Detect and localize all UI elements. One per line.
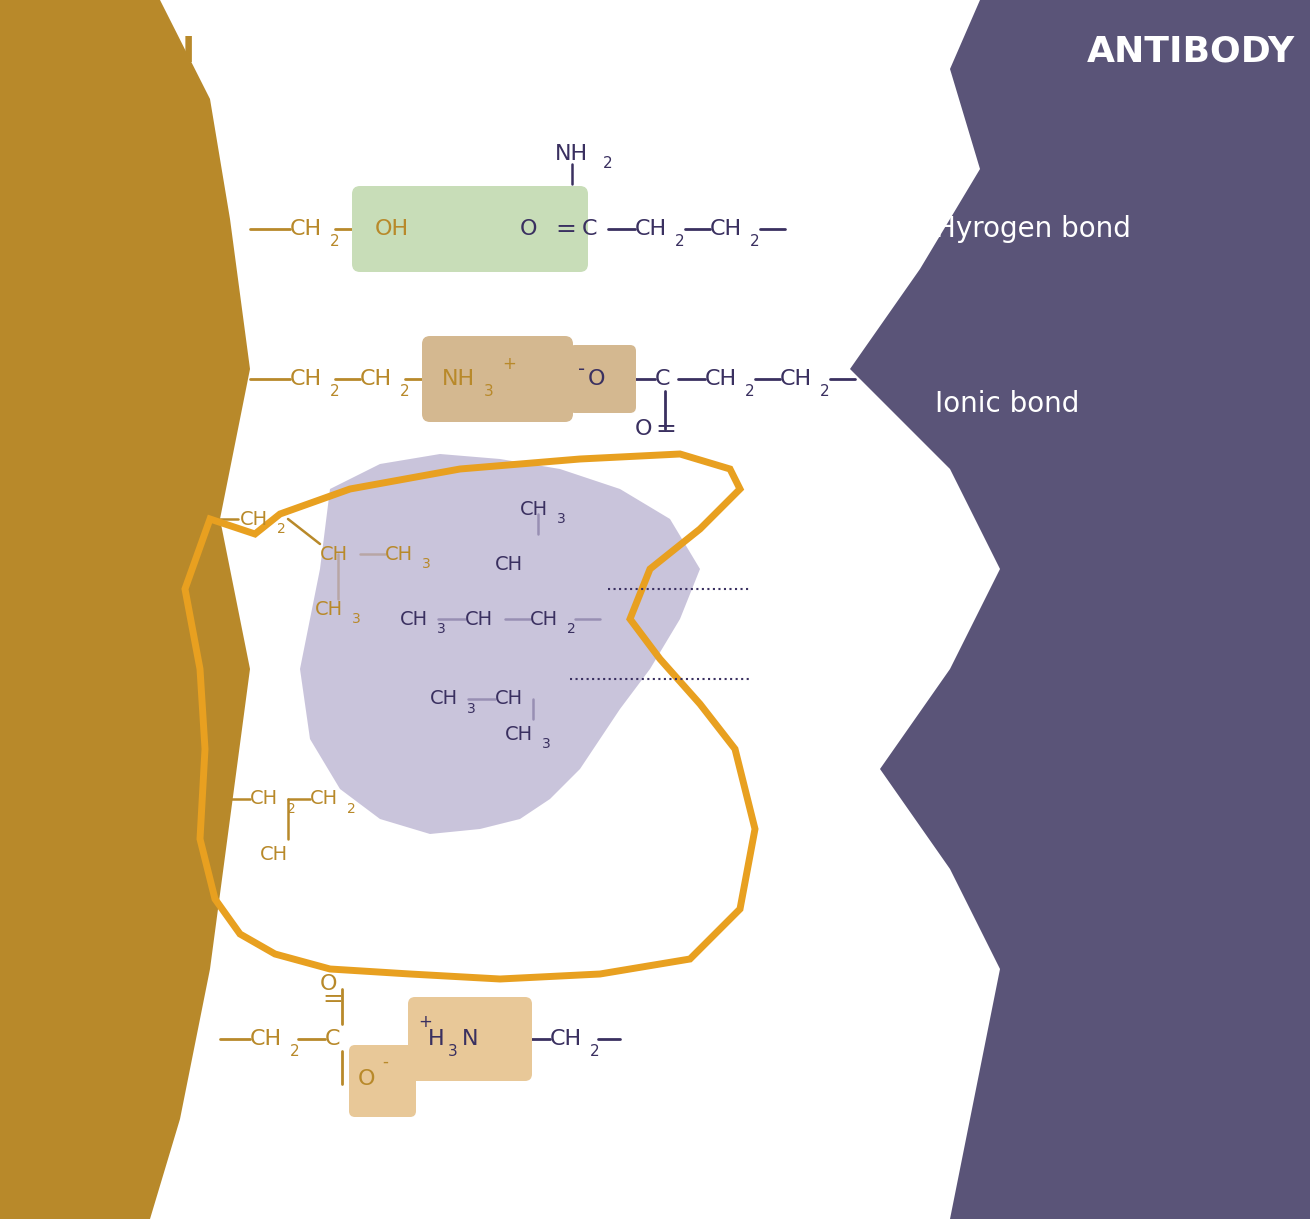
Text: CH: CH — [400, 610, 428, 629]
Text: NH: NH — [441, 369, 476, 389]
Text: O: O — [358, 1069, 376, 1089]
Text: CH: CH — [504, 724, 533, 744]
Text: CH: CH — [360, 369, 392, 389]
Text: 2: 2 — [276, 522, 286, 536]
Text: -: - — [383, 1053, 388, 1072]
FancyBboxPatch shape — [352, 187, 588, 272]
Text: CH: CH — [710, 219, 743, 239]
Text: 2: 2 — [590, 1043, 600, 1058]
Text: Hydrophobic
interactions: Hydrophobic interactions — [770, 549, 929, 600]
Text: +: + — [418, 1013, 432, 1031]
Text: 3: 3 — [448, 1043, 457, 1058]
Text: +: + — [502, 355, 516, 373]
Text: C: C — [325, 1029, 341, 1050]
Text: CH: CH — [314, 600, 343, 618]
Text: 3: 3 — [352, 612, 360, 627]
Text: 2: 2 — [820, 384, 829, 399]
Text: 2: 2 — [287, 802, 296, 816]
Text: =: = — [322, 987, 343, 1011]
Text: 2: 2 — [290, 1043, 300, 1058]
Polygon shape — [0, 0, 250, 1219]
Text: Hyrogen bond: Hyrogen bond — [935, 215, 1131, 243]
Text: 2: 2 — [751, 234, 760, 249]
Text: 2: 2 — [330, 234, 339, 249]
Text: O: O — [520, 219, 537, 239]
Text: C: C — [582, 219, 597, 239]
Text: 2: 2 — [745, 384, 755, 399]
Text: C: C — [655, 369, 671, 389]
Text: CH: CH — [290, 219, 322, 239]
Text: O: O — [588, 369, 605, 389]
Text: 2: 2 — [330, 384, 339, 399]
Text: CH: CH — [550, 1029, 582, 1050]
Text: -: - — [578, 360, 586, 379]
Text: CH: CH — [465, 610, 493, 629]
Text: 3: 3 — [438, 622, 445, 636]
Text: ANTIBODY: ANTIBODY — [1087, 34, 1296, 68]
FancyBboxPatch shape — [407, 997, 532, 1081]
Text: CH: CH — [320, 545, 348, 563]
Polygon shape — [850, 0, 1310, 1219]
FancyBboxPatch shape — [569, 345, 635, 413]
Text: CH: CH — [250, 790, 278, 808]
Text: CH: CH — [779, 369, 812, 389]
Text: O: O — [635, 419, 652, 439]
Text: 2: 2 — [567, 622, 576, 636]
Text: Ionic bond: Ionic bond — [751, 1025, 895, 1053]
Text: 2: 2 — [400, 384, 410, 399]
Text: 2: 2 — [675, 234, 685, 249]
Text: ANTIGEN: ANTIGEN — [14, 34, 196, 68]
Text: CH: CH — [531, 610, 558, 629]
FancyBboxPatch shape — [422, 336, 572, 422]
Text: CH: CH — [310, 790, 338, 808]
Text: CH: CH — [250, 1029, 282, 1050]
Text: =: = — [555, 217, 576, 241]
Text: CH: CH — [430, 690, 458, 708]
Text: 3: 3 — [542, 737, 550, 751]
Text: CH: CH — [259, 845, 288, 863]
Text: 2: 2 — [603, 156, 613, 172]
Text: O: O — [320, 974, 338, 993]
Text: NH: NH — [555, 144, 588, 165]
Text: CH: CH — [705, 369, 738, 389]
Text: 3: 3 — [483, 384, 494, 399]
Text: CH: CH — [520, 500, 548, 518]
Text: 3: 3 — [557, 512, 566, 527]
Text: 2: 2 — [347, 802, 356, 816]
Text: van der Waals
interactions: van der Waals interactions — [770, 653, 947, 705]
Text: OH: OH — [375, 219, 409, 239]
Text: 3: 3 — [466, 702, 476, 716]
FancyBboxPatch shape — [348, 1045, 417, 1117]
Text: CH: CH — [385, 545, 413, 563]
Text: CH: CH — [290, 369, 322, 389]
Text: CH: CH — [495, 555, 523, 573]
Text: =: = — [655, 417, 676, 441]
Text: N: N — [462, 1029, 478, 1050]
Text: Ionic bond: Ionic bond — [935, 390, 1079, 418]
Text: H: H — [428, 1029, 444, 1050]
Text: CH: CH — [495, 690, 523, 708]
Text: 3: 3 — [422, 557, 431, 570]
Text: CH: CH — [240, 510, 269, 529]
Text: CH: CH — [635, 219, 667, 239]
Polygon shape — [300, 453, 700, 834]
